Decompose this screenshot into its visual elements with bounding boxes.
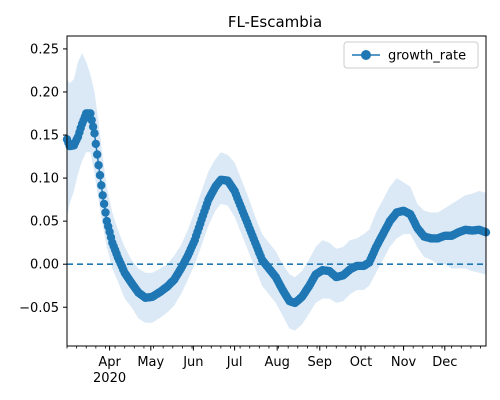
y-tick-label: −0.05 (19, 301, 59, 316)
data-point (86, 109, 95, 118)
data-point (94, 161, 103, 170)
x-tick-label: Oct (350, 355, 372, 370)
data-point (95, 171, 105, 180)
x-tick-year-label: 2020 (93, 371, 126, 386)
legend-marker-icon (361, 50, 371, 60)
x-tick-label: Aug (264, 355, 289, 370)
data-point (97, 181, 106, 190)
y-tick-label: 0.05 (30, 215, 59, 230)
x-tick-label: Dec (432, 355, 457, 370)
data-point (98, 191, 107, 200)
data-point (93, 150, 102, 159)
data-point (101, 208, 110, 217)
data-point (88, 122, 98, 131)
band-area (67, 53, 486, 331)
growth-rate-series (62, 109, 491, 308)
x-tick-label: Sep (308, 355, 333, 370)
legend: growth_rate (343, 41, 479, 69)
y-tick-label: 0.10 (30, 172, 59, 187)
y-tick-label: 0.20 (30, 85, 59, 100)
legend-box (343, 41, 479, 69)
data-point (91, 139, 101, 149)
x-tick-label: Apr (98, 355, 121, 370)
confidence-band (67, 53, 486, 331)
y-tick-label: 0.25 (30, 42, 59, 57)
y-tick-label: 0.15 (30, 129, 59, 144)
x-tick-label: Nov (391, 355, 417, 370)
plot-frame (66, 35, 487, 347)
x-tick-label: May (137, 355, 164, 370)
data-point (87, 115, 96, 125)
x-tick-label: Jun (182, 355, 203, 370)
y-axis: −0.05 0.00 0.05 0.10 0.15 0.20 0.25 (19, 42, 67, 316)
chart-title: FL-Escambia (228, 13, 322, 31)
x-tick-label: Jul (226, 355, 243, 370)
data-point (99, 199, 109, 209)
legend-label: growth_rate (388, 49, 466, 64)
y-tick-label: 0.00 (30, 258, 59, 273)
data-point (90, 129, 99, 138)
